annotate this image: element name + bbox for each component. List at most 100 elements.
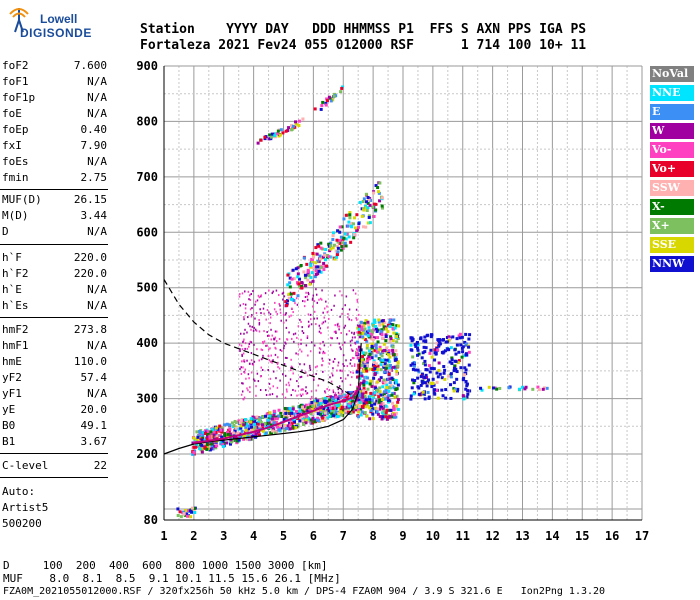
echo-point [365,401,369,405]
echo-point [315,410,319,414]
echo-point [234,435,238,439]
echo-point [306,337,309,340]
echo-point [290,314,292,317]
echo-point [353,396,357,400]
echo-point [301,388,303,391]
echo-point [361,200,365,204]
echo-point [429,335,433,339]
param-row: h`E N/A [2,282,107,298]
echo-point [220,435,224,439]
echo-point [310,341,313,344]
echo-point [328,406,332,410]
echo-point [324,103,328,107]
echo-point [228,432,232,436]
echo-point [244,290,246,293]
echo-point [270,354,272,357]
echo-point [312,305,314,308]
echo-point [291,405,295,409]
echo-point [239,367,241,370]
echo-point [393,413,397,417]
echo-point [250,341,253,344]
echo-point [291,124,295,128]
echo-point [381,380,385,384]
echo-point [309,364,311,367]
echo-point [360,374,364,378]
echo-point [176,514,180,518]
echo-point [345,394,349,398]
echo-point [254,432,258,436]
echo-point [230,421,234,425]
echo-point [337,411,341,415]
echo-point [376,364,380,368]
echo-point [365,209,369,213]
echo-point [355,392,358,395]
echo-point [208,448,212,452]
echo-point [366,359,370,363]
echo-point [375,329,379,333]
legend-item: NoVal [650,66,694,82]
echo-point [339,315,341,318]
echo-point [221,443,225,447]
echo-point [361,351,365,355]
echo-point [365,381,369,385]
echo-point [380,354,384,358]
echo-point [292,311,294,314]
echo-point [287,292,291,296]
echo-point [356,298,358,301]
echo-point [438,338,442,342]
echo-point [393,395,397,399]
param-value: 2.75 [80,171,108,184]
echo-point [322,268,326,272]
echo-point [292,372,294,375]
echo-point [423,397,427,401]
echo-point [364,375,368,379]
echo-point [284,408,288,412]
echo-point [306,417,310,421]
echo-point [273,431,277,435]
echo-point [378,181,382,185]
echo-point [294,389,297,392]
echo-point [300,281,304,285]
y-tick-label: 80 [144,513,158,527]
echo-point [209,430,213,434]
echo-point [319,107,323,111]
echo-point [253,426,257,430]
echo-point [353,331,356,334]
echo-point [192,445,196,449]
param-name: C-level [2,459,49,472]
echo-point [290,414,294,418]
echo-point [263,340,266,343]
echo-point [354,342,357,345]
echo-point [191,452,195,456]
echo-point [351,331,353,334]
echo-point [365,343,369,347]
echo-point [244,328,246,331]
echo-point [389,384,393,388]
echo-point [387,372,391,376]
echo-point [250,293,252,296]
echo-point [234,426,238,430]
echo-point [338,328,340,331]
echo-point [345,359,347,362]
echo-point [284,341,286,344]
echo-point [340,406,344,410]
echo-point [357,333,361,337]
param-value: N/A [87,299,107,312]
echo-point [368,395,372,399]
echo-point [215,434,219,438]
echo-point [251,307,253,310]
echo-point [466,392,470,396]
echo-point [374,346,378,350]
echo-point [372,395,376,399]
echo-point [297,353,299,356]
echo-point [422,339,426,343]
echo-point [301,369,303,372]
param-row: B0 49.1 [2,418,107,434]
echo-point [288,406,292,410]
echo-point [295,352,297,355]
echo-point [267,137,271,141]
echo-point [247,316,249,319]
echo-point [249,362,251,365]
echo-point [285,326,288,329]
echo-point [322,321,325,324]
